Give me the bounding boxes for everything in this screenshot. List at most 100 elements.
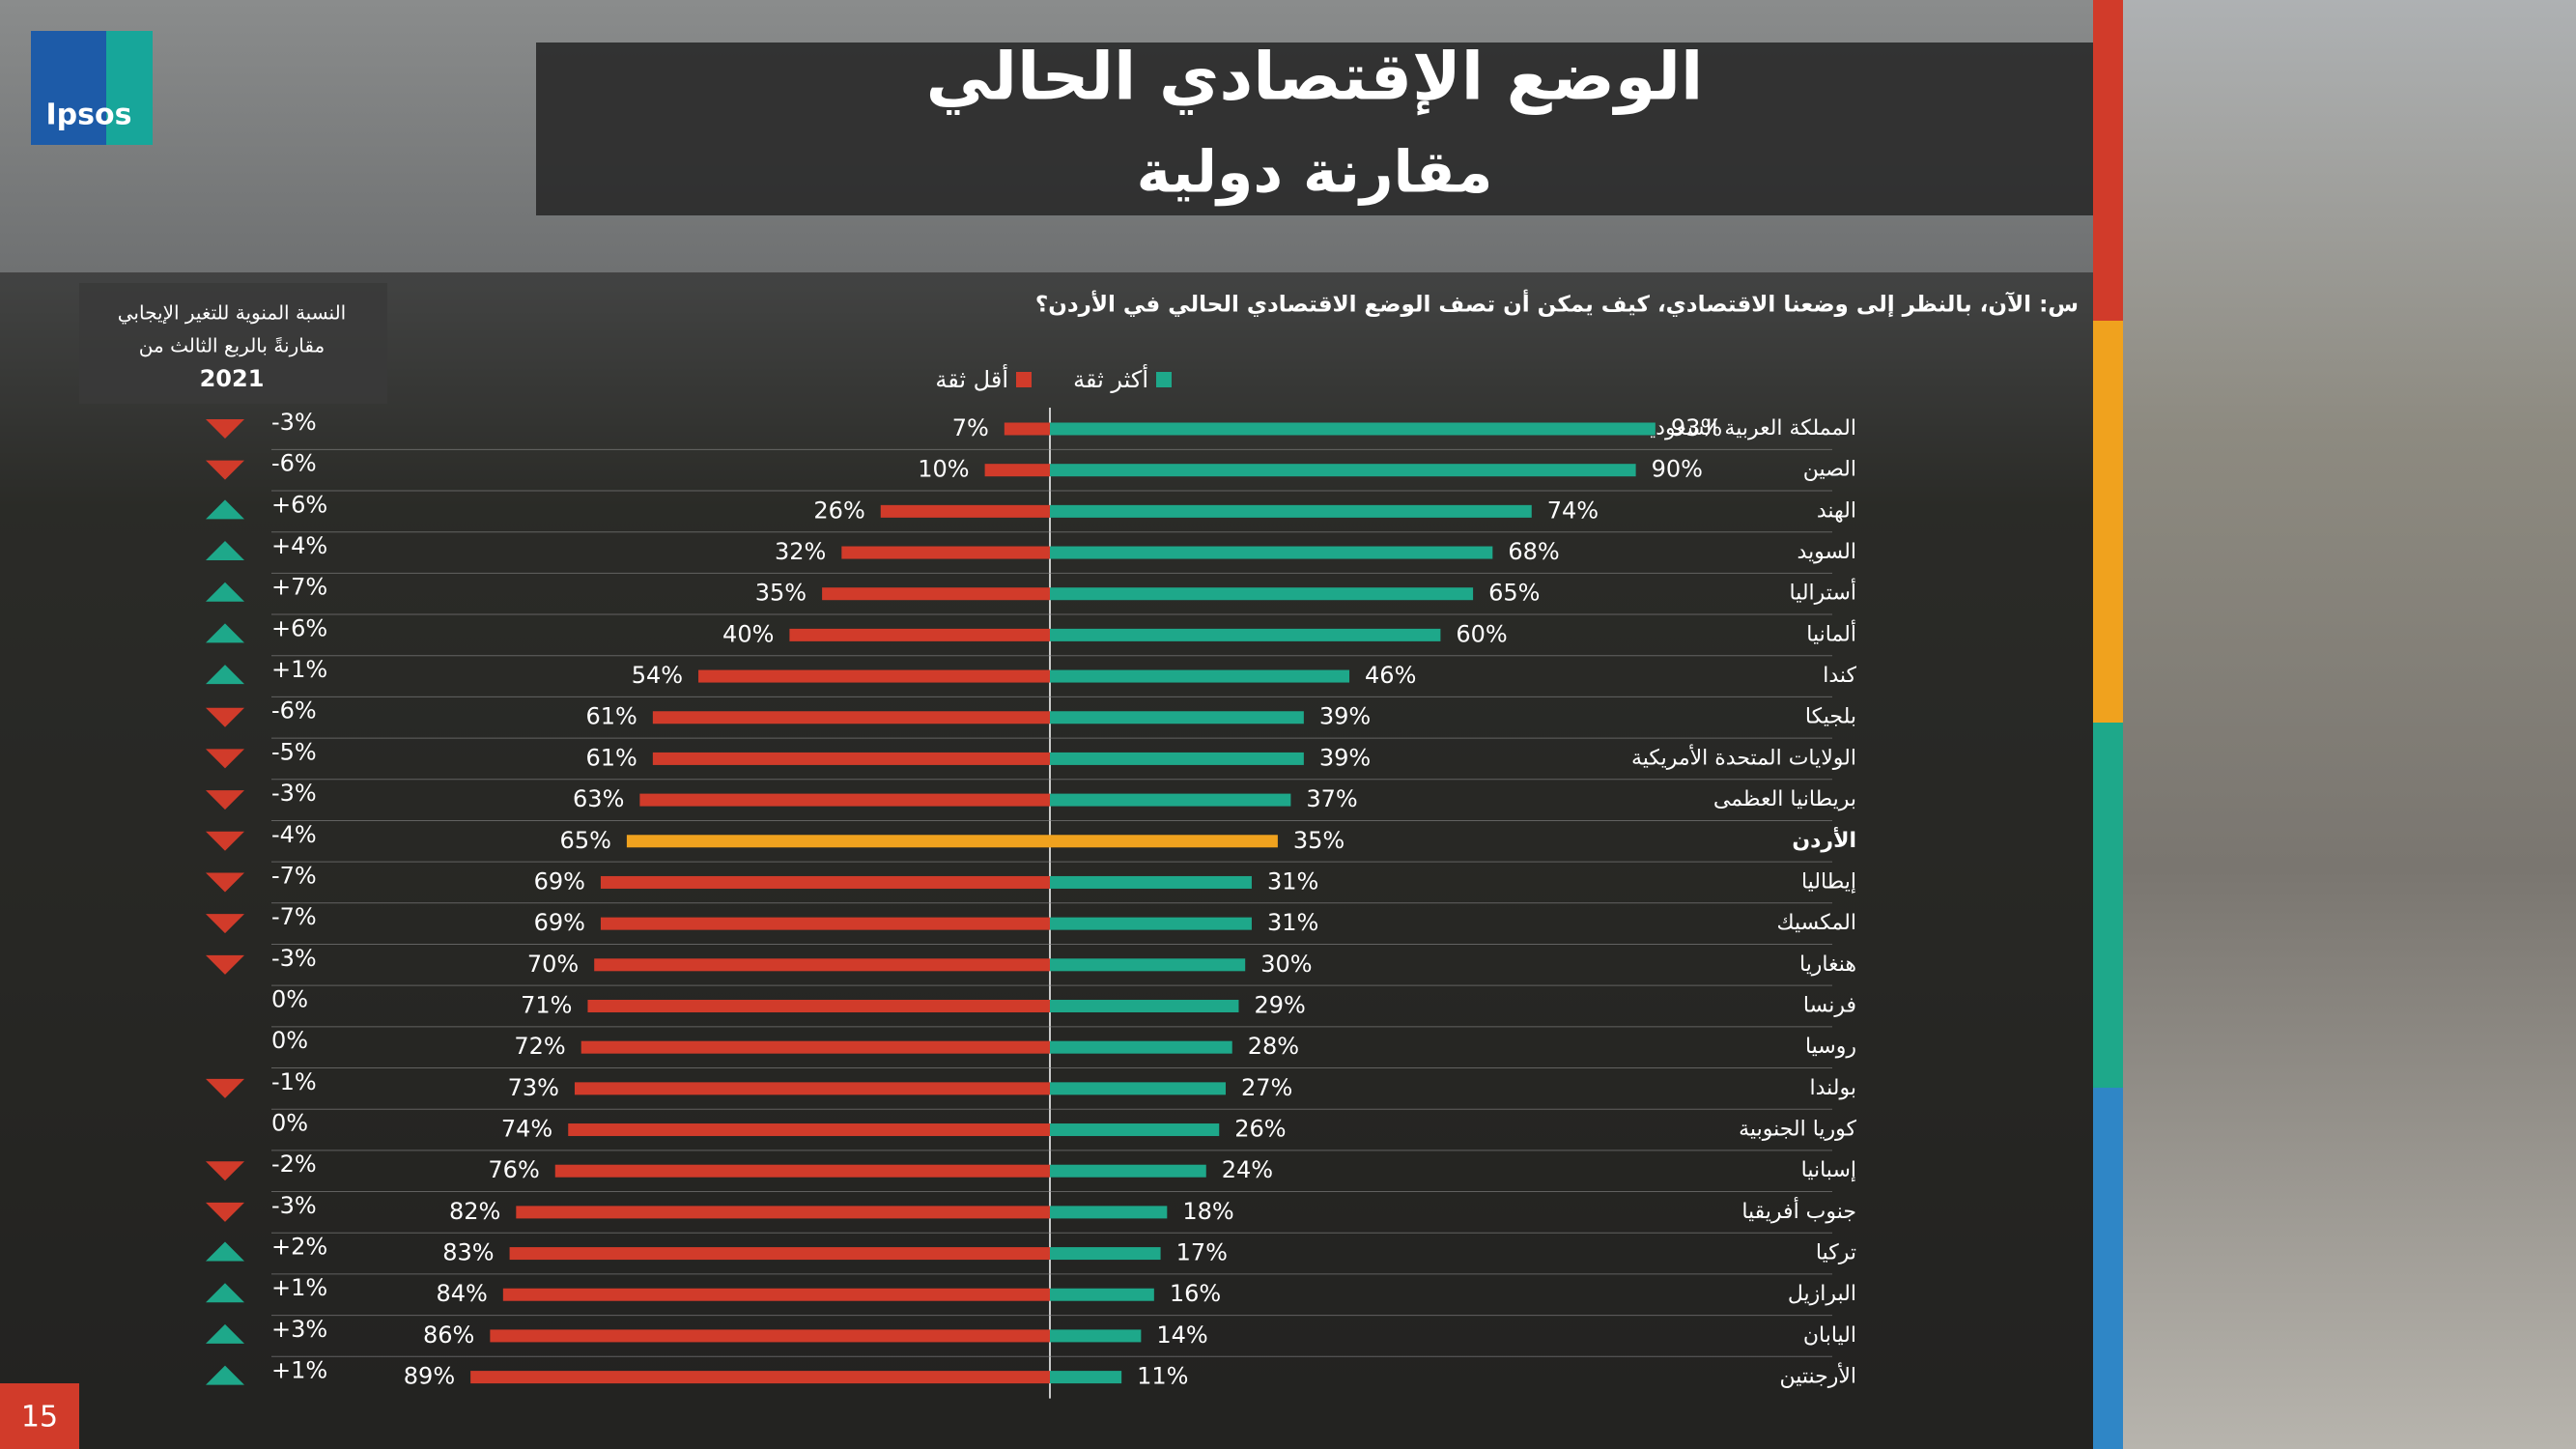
bar [1050, 1329, 1142, 1343]
bar [516, 1206, 1050, 1219]
bar [1050, 669, 1350, 683]
category-label: جنوب أفريقيا [1741, 1197, 1856, 1224]
change-arrow [206, 954, 244, 975]
bar [509, 1247, 1050, 1261]
change-label: -3% [271, 1192, 317, 1219]
change-label: +1% [271, 656, 327, 683]
bar [1050, 958, 1246, 972]
value-label: 69% [534, 909, 585, 936]
change-label: +6% [271, 491, 327, 518]
value-label: 10% [918, 456, 969, 483]
bar [574, 1082, 1050, 1095]
bar [600, 875, 1050, 889]
bar [600, 917, 1050, 930]
bar [1050, 917, 1252, 930]
category-label: المكسيك [1777, 911, 1857, 935]
accent-bar [2093, 1088, 2123, 1449]
value-label: 72% [514, 1033, 565, 1060]
logo: Ipsos [46, 99, 132, 132]
value-label: 37% [1306, 785, 1357, 812]
value-label: 24% [1222, 1156, 1273, 1183]
change-arrow [206, 1161, 244, 1181]
value-label: 82% [449, 1198, 500, 1225]
category-label: الولايات المتحدة الأمريكية [1631, 744, 1856, 770]
bar [1050, 711, 1304, 724]
change-label: -4% [271, 821, 317, 848]
bar [502, 1288, 1050, 1301]
legend-swatch [1016, 372, 1032, 387]
change-arrow [206, 541, 244, 561]
legend-label: أكثر ثقة [1073, 364, 1148, 393]
change-label: +4% [271, 532, 327, 559]
bar [1050, 587, 1474, 601]
bar [1050, 1288, 1154, 1301]
bar [626, 835, 1050, 848]
page-number-box [0, 1383, 79, 1449]
category-label: البرازيل [1788, 1282, 1856, 1306]
bar [568, 1123, 1050, 1137]
value-label: 30% [1260, 951, 1312, 978]
bar [1050, 422, 1656, 436]
category-label: اليابان [1803, 1323, 1856, 1348]
bar [1050, 875, 1252, 889]
category-label: المملكة العربية السعودية [1638, 416, 1856, 440]
change-label: -5% [271, 738, 317, 765]
change-arrow [206, 419, 244, 439]
category-label: فرنسا [1803, 993, 1856, 1017]
bar [554, 1164, 1050, 1178]
value-label: 18% [1182, 1198, 1233, 1225]
bar [490, 1329, 1050, 1343]
bar [880, 504, 1050, 518]
category-label: كوريا الجنوبية [1739, 1118, 1856, 1142]
value-label: 16% [1170, 1280, 1221, 1307]
value-label: 63% [573, 785, 624, 812]
category-label: الهند [1817, 498, 1856, 523]
value-label: 35% [755, 580, 807, 607]
bar [652, 711, 1050, 724]
category-label: الصين [1803, 458, 1856, 482]
category-label: إسبانيا [1801, 1158, 1856, 1182]
value-label: 26% [1234, 1116, 1286, 1143]
change-label: -2% [271, 1151, 317, 1178]
change-label: -6% [271, 450, 317, 477]
change-arrow [206, 749, 244, 769]
change-arrow [206, 914, 244, 934]
bar [1050, 1040, 1232, 1054]
accent-bar [2093, 321, 2123, 723]
bar [789, 628, 1050, 641]
accent-bar [2093, 723, 2123, 1088]
value-label: 83% [442, 1239, 494, 1266]
photo-strip [2123, 0, 2576, 1449]
change-label: -3% [271, 409, 317, 436]
bar [639, 793, 1050, 807]
value-label: 40% [722, 620, 774, 647]
bar [1004, 422, 1050, 436]
value-label: 84% [436, 1280, 487, 1307]
change-label: +1% [271, 1357, 327, 1384]
change-header: مقارنةً بالربع الثالث من [139, 334, 325, 357]
value-label: 70% [527, 951, 579, 978]
value-label: 46% [1365, 662, 1416, 689]
bar [1050, 464, 1636, 477]
bar [1050, 793, 1291, 807]
bar [1050, 1082, 1226, 1095]
change-arrow [206, 790, 244, 810]
change-arrow [206, 1078, 244, 1098]
change-label: +6% [271, 614, 327, 641]
value-label: 35% [1293, 827, 1345, 854]
category-label: هنغاريا [1799, 952, 1856, 977]
category-label: بريطانيا العظمى [1713, 787, 1856, 811]
category-label: بلجيكا [1805, 705, 1856, 729]
bar [587, 999, 1050, 1012]
bar [1050, 999, 1239, 1012]
change-label: 0% [271, 985, 308, 1012]
change-label: +7% [271, 574, 327, 601]
change-label: -3% [271, 780, 317, 807]
bar [1050, 1371, 1122, 1384]
bar [1050, 628, 1441, 641]
category-label: الأرجنتين [1779, 1363, 1856, 1389]
bar [594, 958, 1050, 972]
value-label: 89% [404, 1363, 455, 1390]
category-label: أستراليا [1790, 579, 1856, 606]
